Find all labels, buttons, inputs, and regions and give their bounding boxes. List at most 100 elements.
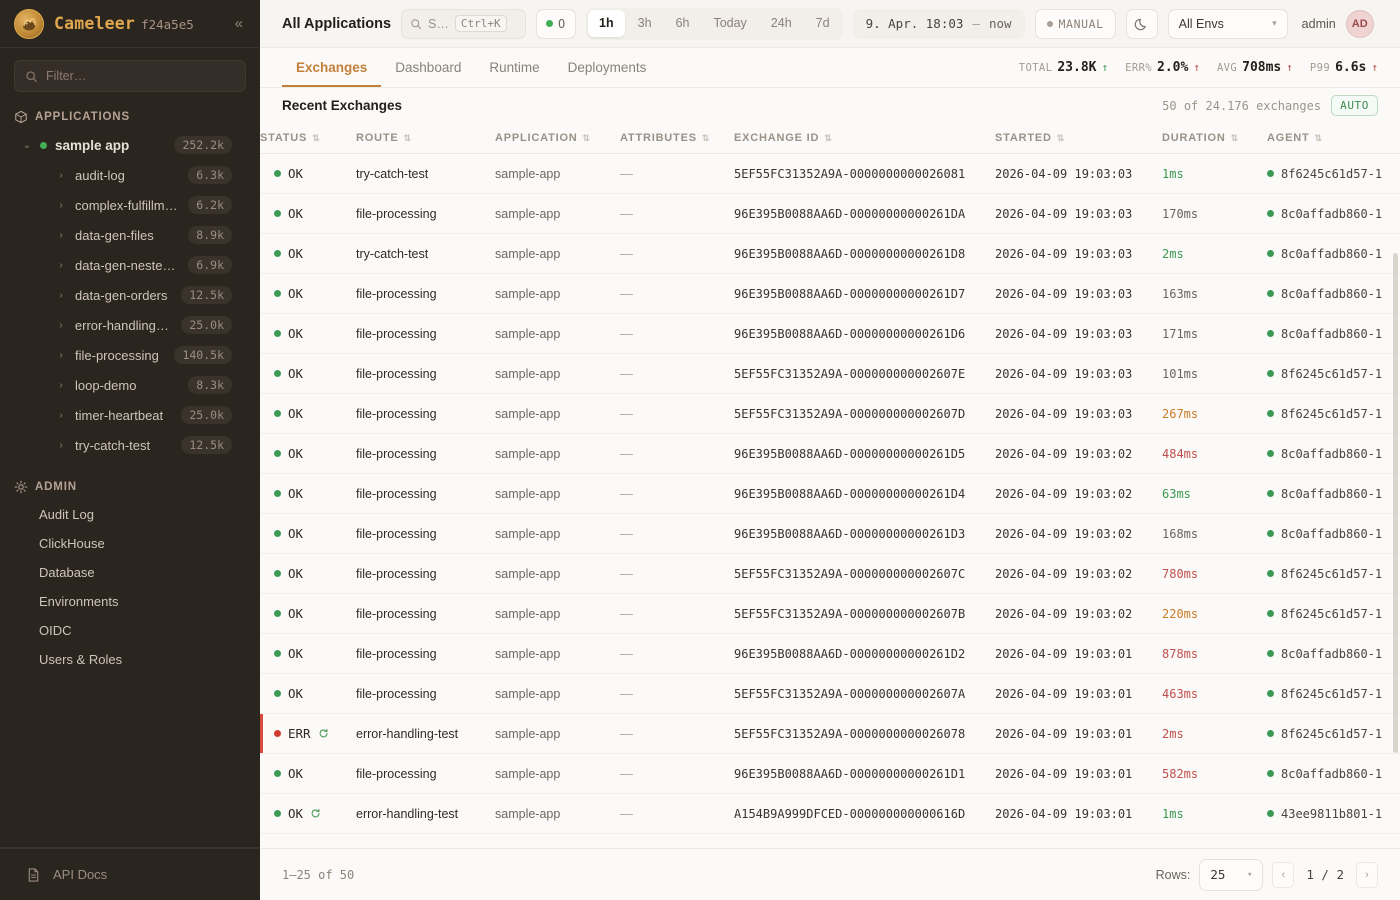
- live-toggle[interactable]: O: [536, 8, 577, 39]
- col-agent[interactable]: AGENT ⇅: [1267, 123, 1400, 154]
- agent-label: 8f6245c61d57-1: [1281, 366, 1383, 381]
- chevron-right-icon[interactable]: ›: [59, 349, 63, 361]
- sidebar-route-item[interactable]: › data-gen-files 8.9k: [0, 220, 260, 250]
- table-row[interactable]: OK file-processing sample-app —96E395B0088A…: [260, 473, 1400, 514]
- table-row[interactable]: OK file-processing sample-app —5EF55FC31352…: [260, 673, 1400, 714]
- sidebar-route-item[interactable]: › file-processing 140.5k: [0, 340, 260, 370]
- exchanges-table: STATUS ⇅ ROUTE ⇅ APPLICATION ⇅ ATTRIBUTES ⇅ …: [260, 123, 1400, 834]
- table-row[interactable]: OK file-processing sample-app —96E395B0088A…: [260, 433, 1400, 474]
- range-today[interactable]: Today: [713, 16, 747, 31]
- agent-label: 8c0affadb860-1: [1281, 246, 1383, 261]
- col-started[interactable]: STARTED ⇅: [995, 123, 1162, 154]
- sidebar-route-item[interactable]: › error-handling-… 25.0k: [0, 310, 260, 340]
- agent-status-dot: [1267, 370, 1274, 377]
- table-scrollbar[interactable]: [1393, 253, 1398, 753]
- collapse-sidebar-icon[interactable]: «: [234, 15, 243, 32]
- chevron-right-icon[interactable]: ›: [59, 439, 63, 451]
- range-3h[interactable]: 3h: [637, 16, 652, 31]
- chevron-right-icon[interactable]: ›: [59, 229, 63, 241]
- page-indicator: 1 / 2: [1306, 867, 1344, 882]
- sidebar-route-item[interactable]: › timer-heartbeat 25.0k: [0, 400, 260, 430]
- gear-icon: [14, 480, 28, 494]
- cell-attributes: —: [620, 553, 734, 594]
- range-1h[interactable]: 1h: [588, 10, 625, 37]
- tab-deployments[interactable]: Deployments: [567, 60, 647, 75]
- auto-refresh-badge[interactable]: AUTO: [1331, 95, 1378, 116]
- table-row[interactable]: ERR error-handling-test sample-app —5EF55FC…: [260, 713, 1400, 754]
- panel-header: Recent Exchanges 50 of 24.176 exchanges …: [260, 88, 1400, 123]
- table-row[interactable]: OK file-processing sample-app —5EF55FC31352…: [260, 593, 1400, 634]
- table-row[interactable]: OK file-processing sample-app —96E395B0088A…: [260, 273, 1400, 314]
- chevron-down-icon[interactable]: ⌄: [22, 139, 32, 151]
- cell-route: file-processing: [356, 753, 495, 794]
- range-7d[interactable]: 7d: [815, 16, 830, 31]
- filter-input[interactable]: Filter…: [14, 60, 246, 92]
- prev-page-button[interactable]: ‹: [1272, 861, 1295, 888]
- avatar[interactable]: AD: [1345, 9, 1374, 38]
- chevron-right-icon[interactable]: ›: [59, 199, 63, 211]
- time-range-display[interactable]: 9. Apr. 18:03 — now: [852, 8, 1025, 39]
- agent-label: 8c0affadb860-1: [1281, 326, 1383, 341]
- rows-per-page-select[interactable]: 25 ▾: [1199, 858, 1264, 891]
- col-application[interactable]: APPLICATION ⇅: [495, 123, 620, 154]
- chevron-right-icon[interactable]: ›: [59, 379, 63, 391]
- brand-name: Cameleer f24a5e5: [54, 14, 194, 34]
- sidebar-item-users-roles[interactable]: Users & Roles: [39, 652, 123, 667]
- cell-agent: 8c0affadb860-1: [1267, 433, 1400, 474]
- table-row[interactable]: OK file-processing sample-app —5EF55FC31352…: [260, 553, 1400, 594]
- chevron-right-icon[interactable]: ›: [59, 409, 63, 421]
- table-row[interactable]: OK file-processing sample-app —5EF55FC31352…: [260, 353, 1400, 394]
- cell-attributes: —: [620, 193, 734, 234]
- sidebar-item-database[interactable]: Database: [39, 565, 95, 580]
- status-dot: [274, 730, 281, 737]
- sidebar-route-item[interactable]: › audit-log 6.3k: [0, 160, 260, 190]
- sidebar-route-item[interactable]: › complex-fulfillm… 6.2k: [0, 190, 260, 220]
- tab-dashboard[interactable]: Dashboard: [395, 60, 462, 75]
- next-page-button[interactable]: ›: [1356, 861, 1378, 888]
- environment-select[interactable]: All Envs ▾: [1167, 8, 1288, 39]
- chevron-right-icon[interactable]: ›: [59, 319, 63, 331]
- sidebar-route-item[interactable]: › data-gen-neste… 6.9k: [0, 250, 260, 280]
- table-row[interactable]: OK file-processing sample-app —96E395B0088A…: [260, 313, 1400, 354]
- col-route[interactable]: ROUTE ⇅: [356, 123, 495, 154]
- panel-title: Recent Exchanges: [282, 98, 403, 113]
- sidebar-item-oidc[interactable]: OIDC: [39, 623, 72, 638]
- table-row[interactable]: OK file-processing sample-app —96E395B0088A…: [260, 633, 1400, 674]
- sidebar-item-audit-log[interactable]: Audit Log: [39, 507, 94, 522]
- table-row[interactable]: OK file-processing sample-app —96E395B0088A…: [260, 193, 1400, 234]
- range-6h[interactable]: 6h: [675, 16, 690, 31]
- theme-toggle-button[interactable]: [1125, 8, 1158, 39]
- sidebar-app-sample-app[interactable]: ⌄ sample app 252.2k: [0, 130, 260, 160]
- table-row[interactable]: OK file-processing sample-app —5EF55FC31352…: [260, 393, 1400, 434]
- sidebar-route-item[interactable]: › loop-demo 8.3k: [0, 370, 260, 400]
- sidebar-item-clickhouse[interactable]: ClickHouse: [39, 536, 105, 551]
- table-row[interactable]: OK file-processing sample-app —96E395B0088A…: [260, 753, 1400, 794]
- sidebar-item-api-docs[interactable]: API Docs: [0, 848, 260, 900]
- cell-agent: 8c0affadb860-1: [1267, 633, 1400, 674]
- col-duration[interactable]: DURATION ⇅: [1162, 123, 1267, 154]
- sidebar-route-item[interactable]: › data-gen-orders 12.5k: [0, 280, 260, 310]
- moon-icon: [1134, 18, 1146, 30]
- agent-status-dot: [1267, 690, 1274, 697]
- cell-started: 2026-04-09 19:03:03: [995, 313, 1162, 354]
- metric-total-value: 23.8K: [1057, 60, 1097, 75]
- range-24h[interactable]: 24h: [770, 16, 792, 31]
- table-row[interactable]: OK try-catch-test sample-app —96E395B0088AA…: [260, 233, 1400, 274]
- col-attributes[interactable]: ATTRIBUTES ⇅: [620, 123, 734, 154]
- table-row[interactable]: OK error-handling-test sample-app — A154B9A9…: [260, 793, 1400, 834]
- sidebar-item-environments[interactable]: Environments: [39, 594, 119, 609]
- refresh-mode-button[interactable]: MANUAL: [1034, 8, 1116, 39]
- chevron-right-icon[interactable]: ›: [59, 259, 63, 271]
- table-row[interactable]: OK file-processing sample-app —96E395B0088A…: [260, 513, 1400, 554]
- search-input[interactable]: S… Ctrl+K: [401, 8, 527, 39]
- tab-exchanges[interactable]: Exchanges: [282, 48, 382, 87]
- tab-runtime[interactable]: Runtime: [489, 60, 540, 75]
- metric-avg: AVG 708ms ↑: [1217, 60, 1293, 75]
- chevron-right-icon[interactable]: ›: [59, 169, 63, 181]
- sidebar-route-item[interactable]: › try-catch-test 12.5k: [0, 430, 260, 460]
- col-started-label: STARTED: [995, 132, 1052, 144]
- col-status[interactable]: STATUS ⇅: [260, 123, 356, 154]
- table-row[interactable]: OK try-catch-test sample-app —5EF55FC31352A…: [260, 153, 1400, 194]
- chevron-right-icon[interactable]: ›: [59, 289, 63, 301]
- col-exchange-id[interactable]: EXCHANGE ID ⇅: [734, 123, 995, 154]
